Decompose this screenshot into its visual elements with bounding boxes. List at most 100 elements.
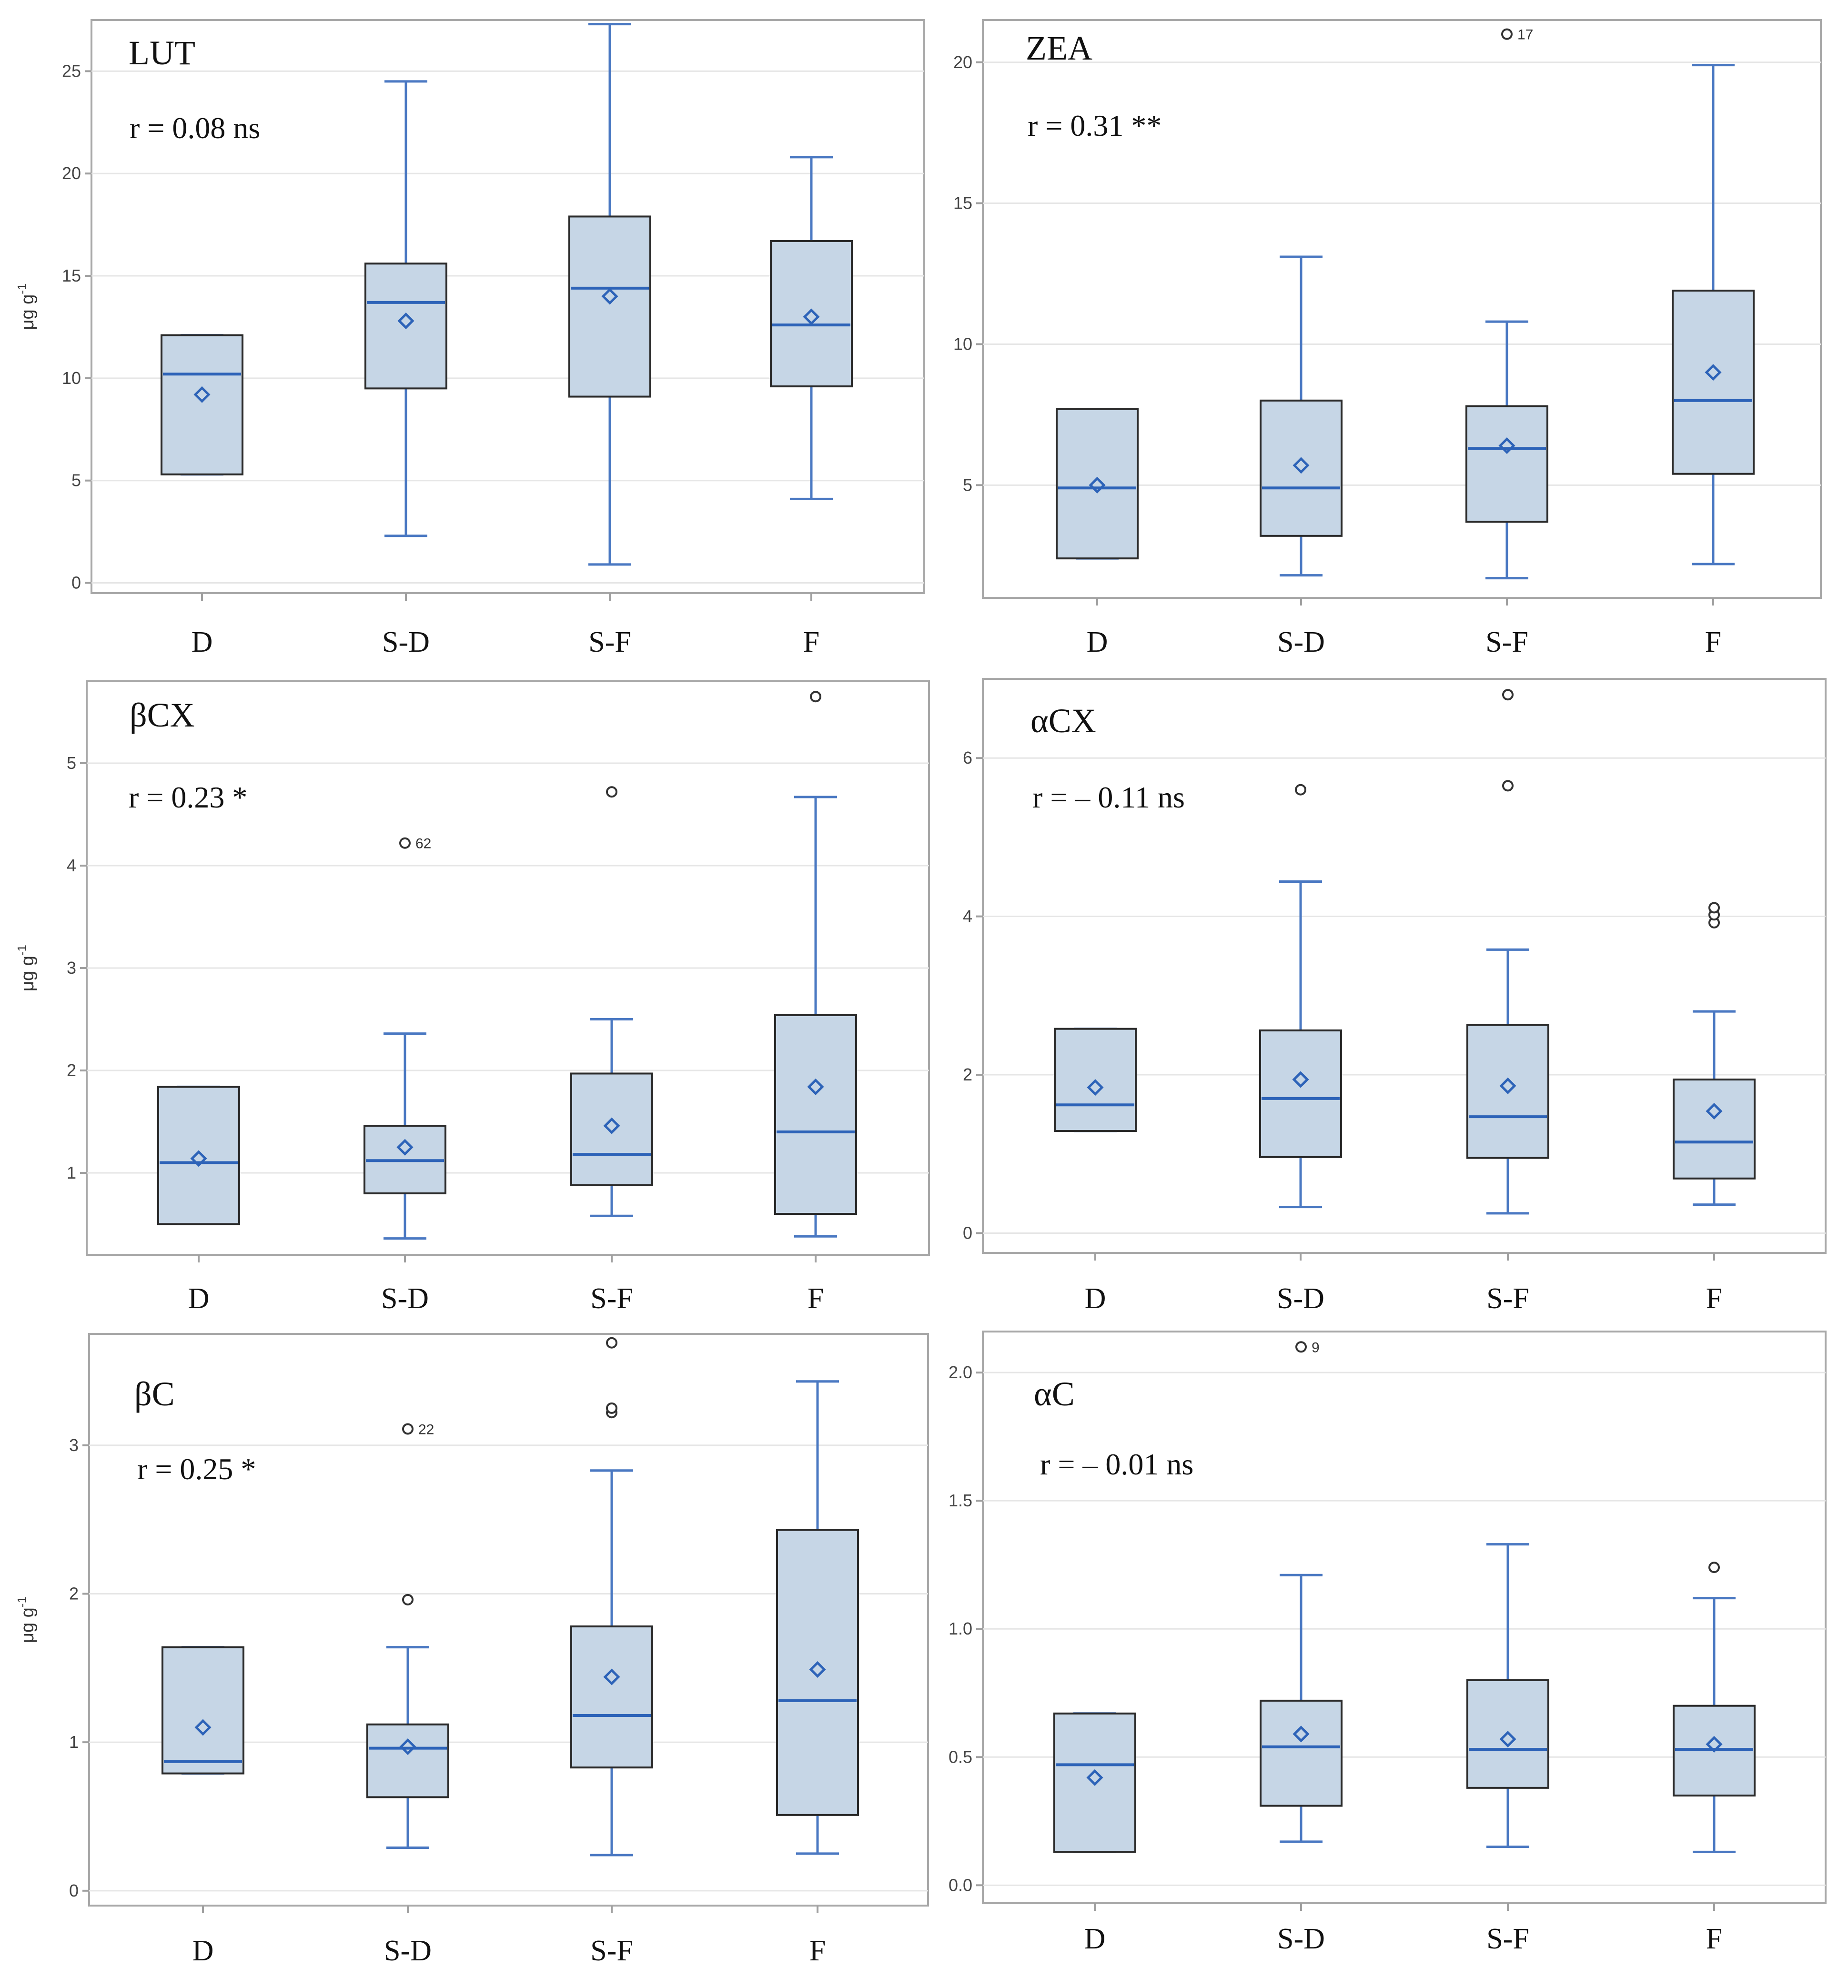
correlation-stat: r = 0.08 ns (130, 111, 260, 145)
panel-1: 0 5 10 15 20 25 D S-D S-F Fμg g-1 LUT r = 0.08 ns (15, 19, 925, 658)
iqr-box (774, 1014, 857, 1215)
correlation-stat: r = – 0.11 ns (1032, 780, 1185, 814)
y-tick-label: 10 (62, 368, 81, 388)
panel-2: 5 10 15 20 D S-D S-F F 17 ZEA r = 0.31 ** (953, 19, 1822, 658)
y-tick-label: 2 (963, 1065, 972, 1084)
x-tick-label: F (803, 626, 819, 658)
box-S-D: 9 (1260, 1340, 1343, 1843)
box-S-F (568, 23, 651, 566)
y-tick-label: 2 (67, 1060, 76, 1080)
y-axis-label: μg g-1 (15, 945, 38, 991)
mean-marker (1293, 457, 1310, 474)
x-tick-label: S-F (1486, 1282, 1529, 1315)
mean-marker (1706, 1102, 1723, 1120)
outlier-point (1295, 1341, 1307, 1353)
x-tick-label: S-D (1277, 626, 1325, 658)
x-tick-label: S-F (1486, 1923, 1529, 1955)
mean-marker (190, 1150, 207, 1167)
correlation-stat: r = – 0.01 ns (1040, 1447, 1193, 1481)
iqr-box (366, 1723, 449, 1798)
x-tick-label: S-D (1277, 1282, 1324, 1315)
mean-marker (1499, 1077, 1516, 1094)
y-tick-label: 20 (953, 52, 972, 72)
outlier-label: 22 (418, 1422, 434, 1437)
box-S-F: 17 (1465, 27, 1548, 580)
iqr-box (1259, 1029, 1342, 1158)
box-S-D: 22 (366, 1422, 449, 1849)
y-tick-label: 1.0 (949, 1619, 972, 1638)
y-tick-label: 2.0 (949, 1362, 972, 1382)
iqr-box (568, 215, 651, 398)
x-tick-label: S-F (590, 1935, 633, 1967)
y-tick-label: 5 (67, 753, 76, 773)
x-tick-label: D (1084, 1923, 1106, 1955)
iqr-box (1260, 1699, 1343, 1807)
panel-3: 1 2 3 4 5 D S-D S-F Fμg g-1 62 βCX r = 0.23 * (15, 680, 930, 1315)
x-tick-label: D (1087, 626, 1108, 658)
box-D (157, 1085, 240, 1225)
x-tick-label: S-F (590, 1282, 633, 1315)
y-tick-label: 10 (953, 334, 972, 353)
y-tick-label: 20 (62, 163, 81, 183)
x-tick-label: F (1706, 1282, 1722, 1315)
outlier-label: 62 (415, 836, 431, 852)
iqr-box (570, 1072, 653, 1186)
mean-marker (1086, 1769, 1103, 1786)
panel-title: ZEA (1026, 29, 1092, 67)
outlier-point (606, 1337, 617, 1349)
mean-marker (1499, 1731, 1516, 1748)
x-tick-label: F (1705, 626, 1721, 658)
x-tick-label: F (808, 1282, 824, 1315)
box-S-F (1466, 689, 1549, 1215)
box-S-F (570, 786, 653, 1217)
panel-title: αC (1034, 1375, 1075, 1413)
y-tick-label: 0.0 (949, 1875, 972, 1895)
box-S-F (1466, 1543, 1549, 1848)
y-tick-label: 4 (67, 856, 76, 875)
x-tick-label: S-D (382, 626, 430, 658)
mean-marker (194, 1719, 212, 1736)
panel-title: βCX (130, 696, 195, 734)
mean-marker (1293, 1726, 1310, 1743)
y-tick-label: 1 (69, 1732, 79, 1752)
y-tick-label: 4 (963, 907, 972, 926)
outlier-point (1502, 689, 1514, 701)
y-tick-label: 15 (953, 193, 972, 213)
y-tick-label: 3 (67, 958, 76, 978)
iqr-box (1056, 408, 1139, 560)
mean-marker (803, 308, 820, 325)
panel-title: LUT (129, 34, 195, 72)
box-F (770, 156, 853, 500)
y-axis-label: μg g-1 (15, 1596, 38, 1643)
y-tick-label: 1.5 (949, 1491, 972, 1510)
y-tick-label: 6 (963, 748, 972, 767)
box-S-D: 62 (364, 836, 446, 1240)
x-tick-label: F (1706, 1923, 1722, 1955)
outlier-point (606, 786, 617, 798)
y-tick-label: 15 (62, 266, 81, 285)
outlier-label: 9 (1312, 1340, 1320, 1355)
box-D (1056, 408, 1139, 560)
y-tick-label: 5 (71, 471, 81, 490)
iqr-box (770, 240, 853, 388)
box-D (1053, 1712, 1136, 1853)
mean-marker (1087, 1079, 1104, 1096)
iqr-box (1673, 1079, 1756, 1180)
correlation-stat: r = 0.23 * (129, 780, 247, 814)
x-tick-label: S-F (588, 626, 631, 658)
mean-marker (1706, 1736, 1723, 1753)
iqr-box (1465, 405, 1548, 523)
outlier-point (1502, 780, 1514, 792)
mean-marker (399, 1738, 416, 1756)
y-axis-label: μg g-1 (15, 283, 38, 330)
box-S-D (1260, 255, 1343, 577)
y-tick-label: 1 (67, 1163, 76, 1182)
box-F (1672, 64, 1755, 565)
y-tick-label: 2 (69, 1584, 79, 1603)
mean-marker (1705, 364, 1722, 381)
outlier-point (1708, 1562, 1720, 1574)
mean-marker (601, 288, 618, 305)
mean-marker (809, 1661, 826, 1678)
mean-marker (1292, 1071, 1309, 1088)
